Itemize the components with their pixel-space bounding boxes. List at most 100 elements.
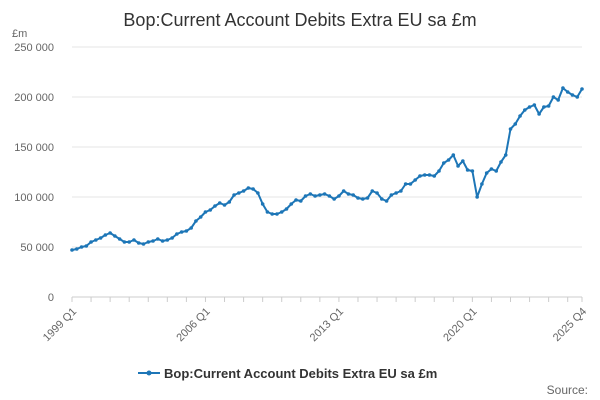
data-point[interactable] (313, 194, 317, 198)
data-point[interactable] (546, 104, 551, 108)
data-point[interactable] (275, 212, 279, 216)
data-point[interactable] (322, 192, 327, 196)
data-point[interactable] (284, 207, 289, 211)
data-point[interactable] (341, 189, 346, 193)
data-point[interactable] (217, 201, 222, 205)
data-point[interactable] (232, 193, 236, 197)
data-point[interactable] (503, 153, 508, 157)
data-point[interactable] (489, 167, 494, 171)
data-point[interactable] (403, 182, 408, 186)
data-point[interactable] (170, 236, 174, 240)
data-point[interactable] (346, 192, 351, 196)
data-point[interactable] (318, 193, 322, 197)
data-point[interactable] (556, 98, 560, 102)
data-point[interactable] (113, 234, 117, 238)
data-point[interactable] (523, 108, 527, 112)
data-point[interactable] (375, 191, 379, 195)
data-point[interactable] (294, 198, 298, 202)
data-point[interactable] (251, 187, 255, 191)
data-point[interactable] (484, 171, 489, 175)
data-point[interactable] (260, 202, 265, 206)
data-point[interactable] (203, 210, 208, 214)
data-point[interactable] (456, 164, 460, 168)
data-point[interactable] (451, 153, 456, 157)
data-point[interactable] (189, 226, 193, 230)
data-point[interactable] (175, 232, 179, 236)
data-point[interactable] (441, 161, 446, 165)
data-point[interactable] (103, 233, 108, 237)
data-point[interactable] (370, 189, 375, 193)
data-point[interactable] (127, 240, 131, 244)
data-point[interactable] (532, 103, 537, 107)
data-point[interactable] (165, 238, 170, 242)
data-point[interactable] (265, 210, 270, 214)
data-point[interactable] (70, 248, 74, 252)
data-point[interactable] (308, 192, 313, 196)
data-point[interactable] (480, 182, 484, 186)
data-point[interactable] (465, 168, 470, 172)
data-point[interactable] (527, 105, 532, 109)
data-point[interactable] (575, 95, 580, 99)
data-point[interactable] (570, 93, 575, 97)
data-point[interactable] (432, 174, 437, 178)
data-point[interactable] (222, 203, 227, 207)
data-point[interactable] (117, 237, 122, 241)
data-point[interactable] (394, 191, 398, 195)
data-point[interactable] (580, 87, 584, 91)
data-point[interactable] (270, 212, 274, 216)
data-point[interactable] (365, 196, 370, 200)
data-point[interactable] (160, 239, 165, 243)
data-point[interactable] (213, 204, 217, 208)
data-point[interactable] (89, 240, 93, 244)
data-point[interactable] (551, 95, 556, 99)
data-point[interactable] (389, 193, 394, 197)
data-point[interactable] (241, 189, 246, 193)
data-point[interactable] (446, 158, 451, 162)
data-point[interactable] (237, 191, 241, 195)
data-point[interactable] (461, 159, 465, 163)
data-point[interactable] (508, 127, 513, 131)
data-point[interactable] (399, 189, 403, 193)
data-point[interactable] (384, 199, 389, 203)
data-point[interactable] (79, 245, 84, 249)
data-point[interactable] (380, 197, 384, 201)
data-point[interactable] (494, 169, 499, 173)
data-point[interactable] (98, 236, 103, 240)
data-point[interactable] (561, 86, 565, 90)
data-point[interactable] (122, 240, 127, 244)
data-point[interactable] (332, 197, 336, 201)
legend[interactable]: Bop:Current Account Debits Extra EU sa £… (138, 366, 437, 381)
data-point[interactable] (194, 219, 198, 223)
data-point[interactable] (565, 90, 570, 94)
data-point[interactable] (327, 194, 332, 198)
data-point[interactable] (146, 240, 151, 244)
data-point[interactable] (136, 241, 141, 245)
data-point[interactable] (303, 194, 308, 198)
data-point[interactable] (427, 173, 432, 177)
data-point[interactable] (351, 193, 356, 197)
data-point[interactable] (422, 173, 427, 177)
data-point[interactable] (499, 160, 503, 164)
data-point[interactable] (475, 195, 479, 199)
data-point[interactable] (437, 169, 441, 173)
data-point[interactable] (537, 112, 541, 116)
data-point[interactable] (360, 197, 365, 201)
data-point[interactable] (256, 191, 260, 195)
data-point[interactable] (108, 231, 112, 235)
data-point[interactable] (418, 174, 422, 178)
data-point[interactable] (246, 186, 251, 190)
data-point[interactable] (337, 194, 341, 198)
data-point[interactable] (141, 242, 146, 246)
data-point[interactable] (132, 238, 136, 242)
data-point[interactable] (470, 169, 475, 173)
data-point[interactable] (155, 237, 160, 241)
data-point[interactable] (198, 215, 203, 219)
data-point[interactable] (513, 122, 518, 126)
data-point[interactable] (356, 196, 360, 200)
data-point[interactable] (84, 244, 89, 248)
data-point[interactable] (94, 238, 98, 242)
data-point[interactable] (542, 105, 546, 109)
data-point[interactable] (227, 200, 232, 204)
data-point[interactable] (413, 178, 417, 182)
data-point[interactable] (518, 114, 522, 118)
